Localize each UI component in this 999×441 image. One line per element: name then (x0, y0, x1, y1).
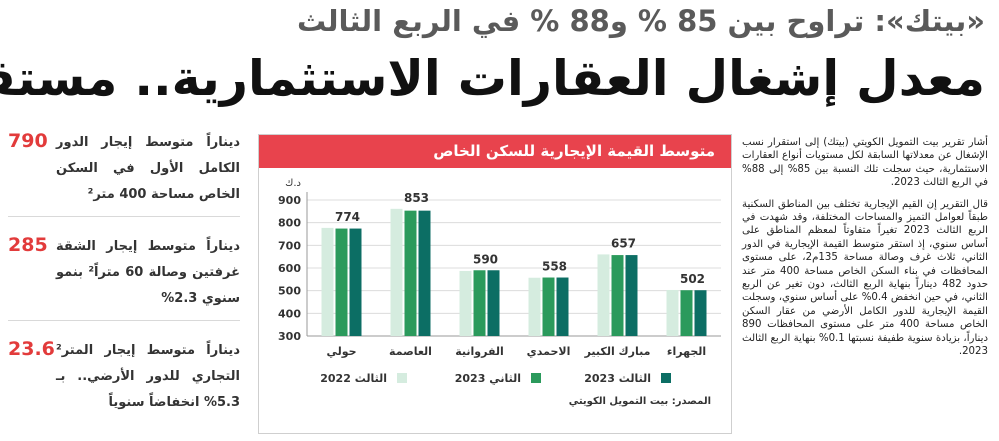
chart-panel: متوسط القيمة الإيجارية للسكن الخاص د.ك 30… (258, 134, 732, 434)
stat-text: ديناراً متوسط إيجار الدور الكامل الأول ف… (56, 135, 240, 202)
x-tick-label: العاصمة (389, 345, 432, 358)
bar-2 (542, 277, 555, 336)
legend-label: الثالث 2022 (320, 372, 387, 385)
legend-label: الثاني 2023 (455, 372, 521, 385)
bar-2 (611, 255, 624, 336)
bar-2 (680, 290, 693, 336)
data-label: 590 (473, 252, 498, 266)
article-paragraph: قال التقرير إن القيم الإيجارية تختلف بين… (742, 198, 989, 358)
x-tick-label: الفروانية (455, 345, 504, 358)
stat-text: ديناراً متوسط إيجار المتر² التجاري للدور… (56, 343, 240, 410)
bar-3 (349, 228, 362, 336)
legend-swatch (661, 373, 671, 383)
stat-text: ديناراً متوسط إيجار الشقة غرفتين وصالة 6… (56, 239, 240, 306)
y-tick-label: 300 (278, 330, 301, 343)
stat-item: 23.6 ديناراً متوسط إيجار المتر² التجاري … (8, 338, 240, 418)
data-label: 502 (680, 272, 705, 286)
bar-1 (597, 254, 610, 336)
divider (8, 320, 240, 321)
y-tick-label: 500 (278, 285, 301, 298)
stat-value: 285 (8, 234, 48, 256)
y-tick-label: 800 (278, 217, 301, 230)
stat-value: 790 (8, 130, 48, 152)
y-tick-label: 700 (278, 239, 301, 252)
y-tick-label: 600 (278, 262, 301, 275)
headline: معدل إشغال العقارات الاستثمارية.. مستقر (0, 50, 986, 107)
legend-swatch (397, 373, 407, 383)
stat-item: 285 ديناراً متوسط إيجار الشقة غرفتين وصا… (8, 234, 240, 314)
x-tick-label: الجهراء (667, 345, 706, 358)
x-tick-label: مبارك الكبير (584, 345, 651, 358)
stat-value: 23.6 (8, 338, 55, 360)
stat-item: 790 ديناراً متوسط إيجار الدور الكامل الأ… (8, 130, 240, 210)
bar-3 (625, 255, 638, 336)
data-label: 774 (335, 210, 360, 224)
bar-1 (528, 277, 541, 336)
legend-label: الثالث 2023 (584, 372, 651, 385)
bar-2 (335, 228, 348, 336)
data-label: 657 (611, 236, 636, 250)
bar-1 (321, 227, 334, 336)
data-label: 558 (542, 260, 567, 274)
kicker: «بيتك»: تراوح بين 85 % و88 % في الربع ال… (296, 4, 985, 38)
bar-3 (556, 277, 569, 336)
divider (8, 216, 240, 217)
y-tick-label: 900 (278, 194, 301, 207)
chart-source: المصدر: بيت التمويل الكويتي (569, 396, 711, 407)
bar-2 (404, 210, 417, 336)
article-paragraph: أشار تقرير بيت التمويل الكويتي (بيتك) إل… (742, 137, 988, 189)
article-body: أشار تقرير بيت التمويل الكويتي (بيتك) إل… (742, 136, 988, 367)
bar-3 (418, 210, 431, 336)
x-tick-label: حولي (326, 345, 356, 358)
bar-3 (487, 270, 500, 336)
chart-title: متوسط القيمة الإيجارية للسكن الخاص (259, 135, 731, 168)
x-tick-label: الاحمدي (527, 345, 571, 358)
bar-1 (390, 208, 403, 336)
bar-3 (694, 290, 707, 336)
legend-swatch (531, 373, 541, 383)
bar-1 (459, 270, 472, 336)
bar-1 (666, 289, 679, 336)
bar-2 (473, 270, 486, 336)
bar-chart: د.ك 300 400 500 600 700 800 900 774 حولي 853 العاصم… (278, 178, 721, 407)
y-tick-label: 400 (278, 307, 301, 320)
data-label: 853 (404, 191, 429, 205)
y-axis-unit: د.ك (285, 178, 301, 189)
